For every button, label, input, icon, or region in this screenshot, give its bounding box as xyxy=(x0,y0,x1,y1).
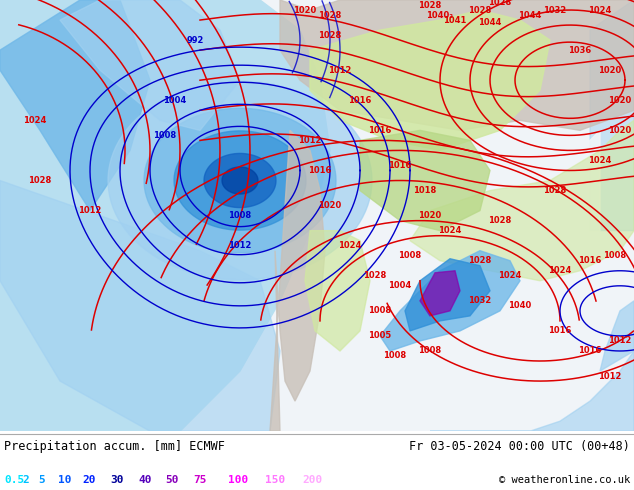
Text: 1028: 1028 xyxy=(29,176,51,185)
Text: 75: 75 xyxy=(193,475,207,485)
Text: 1018: 1018 xyxy=(413,186,437,195)
Polygon shape xyxy=(310,10,550,150)
Text: 1004: 1004 xyxy=(164,96,186,105)
Text: 1012: 1012 xyxy=(328,66,352,74)
Text: 1008: 1008 xyxy=(153,131,176,140)
Polygon shape xyxy=(0,180,280,431)
Text: 1044: 1044 xyxy=(478,18,501,26)
Text: 1020: 1020 xyxy=(609,96,631,105)
Text: 1040: 1040 xyxy=(508,301,532,310)
Text: 1024: 1024 xyxy=(588,156,612,165)
Text: Precipitation accum. [mm] ECMWF: Precipitation accum. [mm] ECMWF xyxy=(4,440,225,453)
Text: 30: 30 xyxy=(110,475,124,485)
Text: 100: 100 xyxy=(228,475,249,485)
Text: 1028: 1028 xyxy=(318,11,342,20)
Text: 1020: 1020 xyxy=(609,126,631,135)
Polygon shape xyxy=(280,0,634,130)
Text: 1028: 1028 xyxy=(418,0,442,9)
Text: 1004: 1004 xyxy=(389,281,411,290)
Text: 1016: 1016 xyxy=(578,346,602,355)
Text: 1028: 1028 xyxy=(469,256,491,265)
Text: 1024: 1024 xyxy=(23,116,47,125)
Text: 1016: 1016 xyxy=(308,166,332,175)
Text: © weatheronline.co.uk: © weatheronline.co.uk xyxy=(499,475,630,485)
Polygon shape xyxy=(305,231,370,351)
Text: 1012: 1012 xyxy=(299,136,321,145)
Text: 1020: 1020 xyxy=(418,211,442,220)
Text: 1024: 1024 xyxy=(438,226,462,235)
Text: 1024: 1024 xyxy=(548,266,572,275)
Text: 1016: 1016 xyxy=(368,126,392,135)
Polygon shape xyxy=(204,153,276,208)
Text: 200: 200 xyxy=(302,475,322,485)
Polygon shape xyxy=(144,108,336,253)
Text: 1012: 1012 xyxy=(79,206,101,215)
Text: 1008: 1008 xyxy=(228,211,252,220)
Text: 1044: 1044 xyxy=(519,11,541,20)
Text: 1028: 1028 xyxy=(318,30,342,40)
Polygon shape xyxy=(380,251,520,351)
Text: 1016: 1016 xyxy=(348,96,372,105)
Text: 1012: 1012 xyxy=(608,337,631,345)
Text: 0.5: 0.5 xyxy=(4,475,24,485)
Text: 1020: 1020 xyxy=(294,5,316,15)
Text: 1028: 1028 xyxy=(488,216,512,225)
Text: 5: 5 xyxy=(38,475,45,485)
Text: Fr 03-05-2024 00:00 UTC (00+48): Fr 03-05-2024 00:00 UTC (00+48) xyxy=(409,440,630,453)
Text: 1020: 1020 xyxy=(318,201,342,210)
Text: 1024: 1024 xyxy=(339,241,361,250)
Text: 1016: 1016 xyxy=(388,161,411,170)
Text: 1012: 1012 xyxy=(598,371,622,381)
Polygon shape xyxy=(270,130,325,431)
Text: 1005: 1005 xyxy=(368,331,392,341)
Text: 1028: 1028 xyxy=(543,186,567,195)
Polygon shape xyxy=(410,121,634,281)
Text: 50: 50 xyxy=(165,475,179,485)
Text: 1024: 1024 xyxy=(498,271,522,280)
Polygon shape xyxy=(405,259,490,331)
Text: 1028: 1028 xyxy=(488,0,512,6)
Polygon shape xyxy=(420,271,460,316)
Polygon shape xyxy=(600,301,634,371)
Text: 1016: 1016 xyxy=(578,256,602,265)
Polygon shape xyxy=(360,130,490,231)
Polygon shape xyxy=(60,0,240,130)
Text: 1012: 1012 xyxy=(228,241,252,250)
Polygon shape xyxy=(430,351,634,431)
Text: 1008: 1008 xyxy=(368,306,392,316)
Polygon shape xyxy=(174,131,306,230)
Text: 1024: 1024 xyxy=(588,5,612,15)
Text: 1032: 1032 xyxy=(469,296,491,305)
Text: 40: 40 xyxy=(138,475,152,485)
Text: 1036: 1036 xyxy=(568,46,592,55)
Polygon shape xyxy=(590,0,634,231)
Text: 1016: 1016 xyxy=(548,326,572,336)
Text: 1041: 1041 xyxy=(443,16,467,24)
Text: 1008: 1008 xyxy=(604,251,626,260)
Text: 1028: 1028 xyxy=(469,5,491,15)
Polygon shape xyxy=(0,0,150,211)
Polygon shape xyxy=(0,0,120,231)
Text: 10: 10 xyxy=(58,475,72,485)
Text: 1008: 1008 xyxy=(384,351,406,361)
Text: 150: 150 xyxy=(265,475,285,485)
Text: 1028: 1028 xyxy=(363,271,387,280)
Text: 20: 20 xyxy=(82,475,96,485)
Text: 1040₂: 1040₂ xyxy=(427,11,453,20)
Polygon shape xyxy=(0,0,330,431)
Text: 1020: 1020 xyxy=(598,66,621,74)
Text: 992: 992 xyxy=(186,36,204,45)
Polygon shape xyxy=(222,167,258,194)
Polygon shape xyxy=(360,130,600,291)
Text: 1032: 1032 xyxy=(543,5,567,15)
Text: 1008: 1008 xyxy=(418,346,441,355)
Polygon shape xyxy=(108,81,372,280)
Text: 1008: 1008 xyxy=(398,251,422,260)
Text: 2: 2 xyxy=(22,475,29,485)
